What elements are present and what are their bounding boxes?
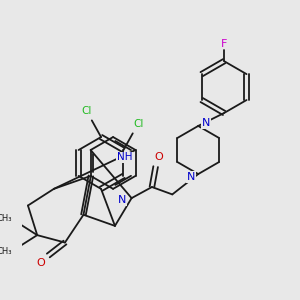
Text: F: F — [221, 39, 227, 49]
Text: N: N — [201, 118, 210, 128]
Text: CH₃: CH₃ — [0, 214, 12, 223]
Text: O: O — [37, 258, 45, 268]
Text: CH₃: CH₃ — [0, 247, 12, 256]
Text: Cl: Cl — [133, 119, 143, 129]
Text: O: O — [154, 152, 163, 162]
Text: NH: NH — [117, 152, 132, 162]
Text: N: N — [187, 172, 195, 182]
Text: N: N — [118, 195, 127, 205]
Text: Cl: Cl — [81, 106, 92, 116]
